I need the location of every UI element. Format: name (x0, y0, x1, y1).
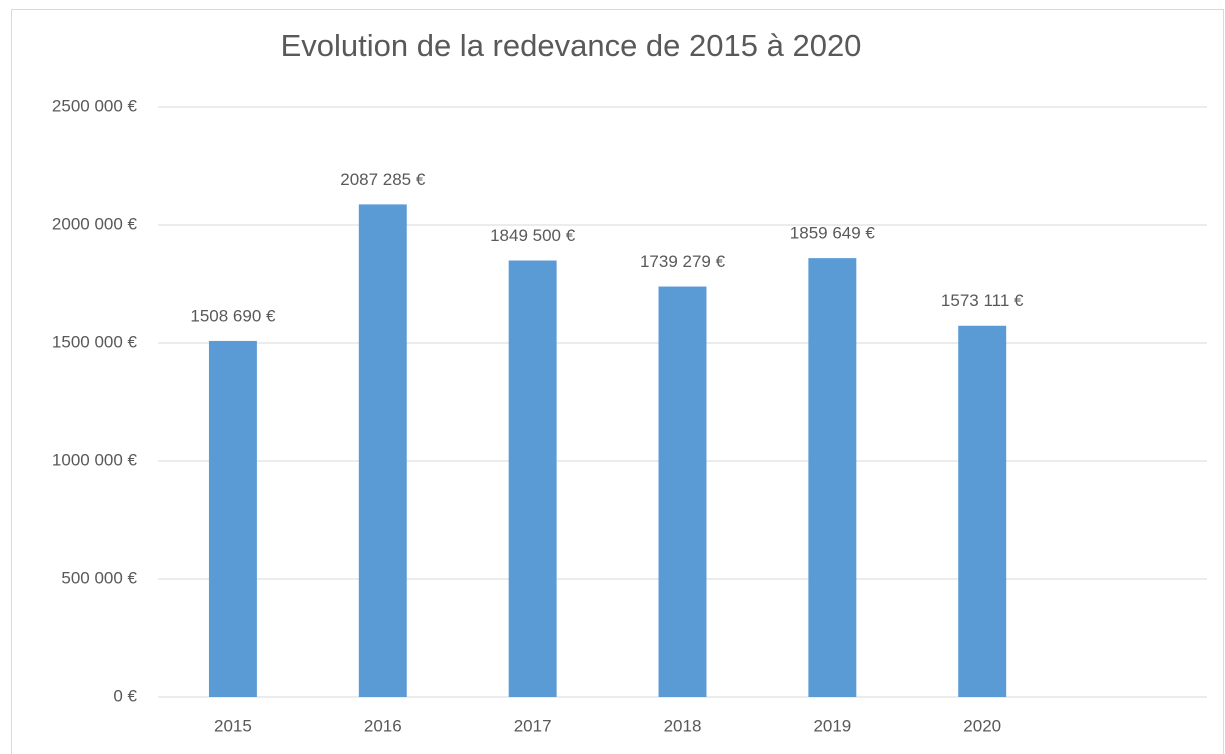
bar (508, 260, 557, 697)
x-tick-label: 2017 (514, 716, 552, 735)
y-tick-label: 2000 000 € (52, 214, 138, 233)
x-tick-label: 2019 (813, 716, 851, 735)
bar (958, 325, 1007, 697)
bar (808, 258, 857, 697)
x-tick-label: 2018 (664, 716, 702, 735)
y-tick-label: 1000 000 € (52, 450, 138, 469)
y-tick-label: 0 € (113, 686, 137, 705)
x-tick-label: 2020 (963, 716, 1001, 735)
data-label: 1859 649 € (790, 224, 876, 243)
chart-title: Evolution de la redevance de 2015 à 2020 (281, 28, 862, 63)
bar (358, 204, 407, 697)
data-label: 1739 279 € (640, 252, 726, 271)
bar (658, 286, 707, 697)
y-tick-label: 1500 000 € (52, 332, 138, 351)
data-label: 1573 111 € (941, 291, 1024, 310)
chart-border (11, 9, 1224, 754)
y-tick-label: 2500 000 € (52, 96, 138, 115)
x-tick-label: 2016 (364, 716, 402, 735)
x-tick-label: 2015 (214, 716, 252, 735)
y-tick-label: 500 000 € (61, 568, 137, 587)
bar (208, 340, 257, 697)
data-label: 1849 500 € (490, 226, 576, 245)
data-label: 2087 285 € (340, 170, 426, 189)
data-label: 1508 690 € (190, 306, 276, 325)
